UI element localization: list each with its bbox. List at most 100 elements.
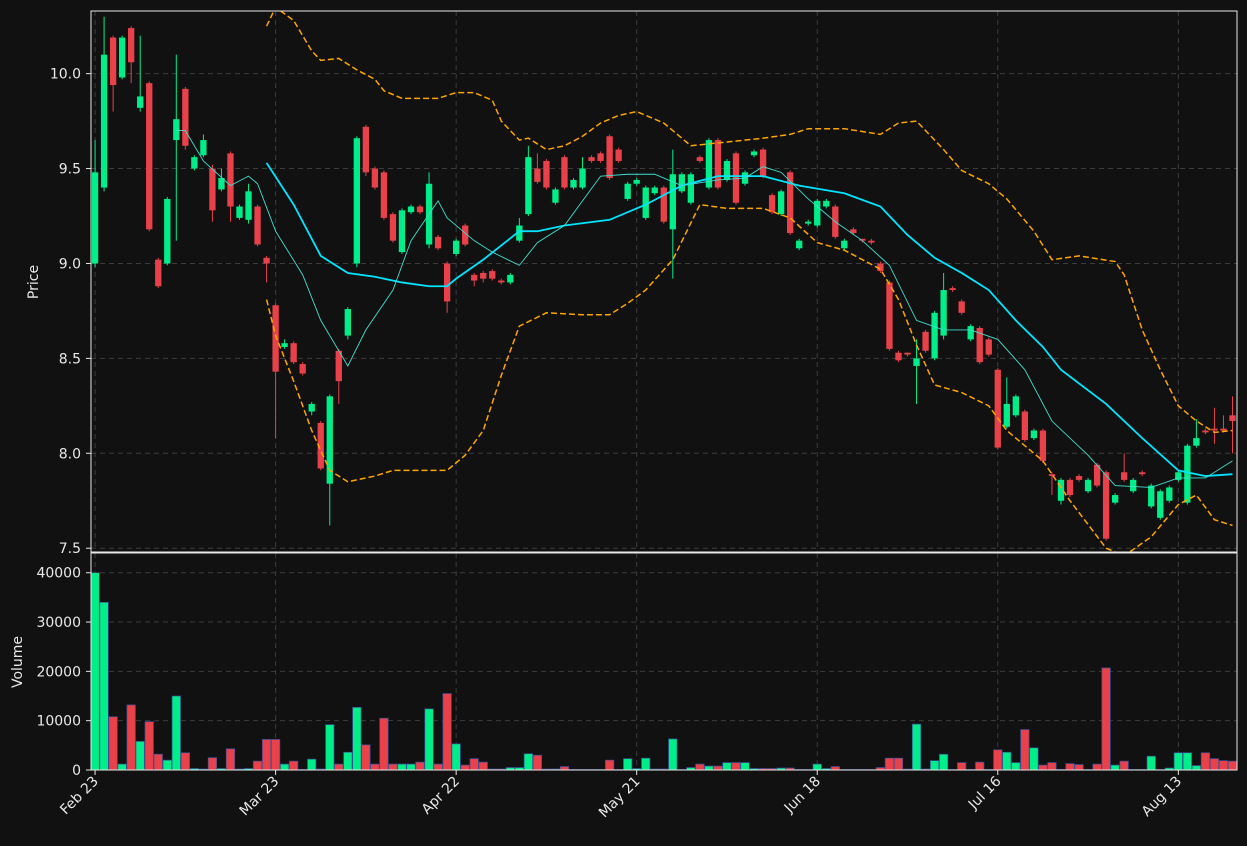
volume-bar [912,724,920,770]
volume-bar [344,752,352,770]
candle-body [471,275,477,281]
volume-bar [939,754,947,770]
candle-body [1166,487,1172,500]
volume-bar [533,755,541,770]
candle-body [1085,480,1091,491]
candle-body [895,353,901,361]
candle-body [751,151,757,155]
volume-bar [560,767,568,770]
candle-body [1076,476,1082,480]
volume-bar [416,762,424,770]
candle-body [236,207,242,218]
candle-body [625,184,631,199]
candle-body [724,161,730,180]
y-tick-label: 30000 [36,615,81,631]
candle-body [1148,486,1154,507]
candle-body [372,169,378,188]
candle-body [227,153,233,206]
candle-body [363,127,369,173]
volume-bar [154,754,162,770]
candle-body [281,343,287,347]
candle-body [182,89,188,146]
volume-bar [957,763,965,770]
y-axis-label: Price [26,265,42,299]
candle-body [697,157,703,161]
candle-body [146,83,152,229]
candle-body [570,180,576,188]
volume-bar [407,764,415,770]
volume-bar [289,761,297,770]
volume-bar [335,764,343,770]
candle-body [561,157,567,187]
volume-bar [452,744,460,770]
volume-bar [994,750,1002,770]
volume-bar [1012,763,1020,770]
candle-body [453,241,459,254]
volume-bar [1183,753,1191,770]
candle-body [155,260,161,287]
candle-body [209,169,215,211]
candle-body [1013,396,1019,415]
candle-body [300,364,306,373]
volume-bar [443,694,451,770]
candle-body [688,174,694,202]
candle-body [1121,472,1127,480]
candle-body [652,188,658,194]
candle-body [661,188,667,222]
volume-bar [371,764,379,770]
y-tick-label: 0 [72,763,81,779]
volume-bar [1201,753,1209,770]
volume-bar [208,758,216,770]
volume-bar [1030,748,1038,770]
volume-bar [353,707,361,770]
volume-bar [605,760,613,770]
volume-bar [1192,766,1200,770]
candle-body [968,326,974,339]
candle-body [1022,412,1028,440]
candle-body [525,157,531,214]
candle-body [1211,429,1217,431]
volume-bar [813,764,821,770]
candle-body [381,172,387,218]
volume-bar [723,763,731,770]
candle-body [1040,431,1046,461]
y-tick-label: 9.0 [59,256,81,272]
candle-body [1112,495,1118,503]
candle-body [922,332,928,351]
candle-body [408,207,414,213]
candle-body [1139,472,1145,474]
candle-body [291,343,297,362]
volume-bar [1228,761,1236,770]
candle-body [1193,438,1199,446]
candle-body [796,241,802,249]
candle-body [823,201,829,207]
volume-bar [524,754,532,770]
candle-body [498,281,504,283]
volume-bar [623,759,631,770]
volume-bar [696,764,704,770]
candle-body [904,353,910,355]
y-tick-label: 20000 [36,664,81,680]
candle-body [913,358,919,366]
volume-bar [705,766,713,770]
candle-body [986,339,992,354]
candle-body [534,169,540,182]
candle-body [931,313,937,359]
candle-body [390,214,396,241]
volume-bar [109,717,117,770]
candle-body [778,191,784,214]
candle-body [995,370,1001,448]
y-tick-label: 10.0 [50,67,81,83]
candle-body [164,199,170,264]
candle-body [588,157,594,161]
candle-body [1031,431,1037,439]
candle-body [354,138,360,263]
candle-body [309,404,315,412]
candle-body [1130,480,1136,491]
candle-body [489,271,495,279]
volume-bar [1075,765,1083,770]
volume-bar [1219,761,1227,770]
candle-body [543,161,549,188]
volume-bar [885,758,893,770]
candle-body [1004,404,1010,427]
